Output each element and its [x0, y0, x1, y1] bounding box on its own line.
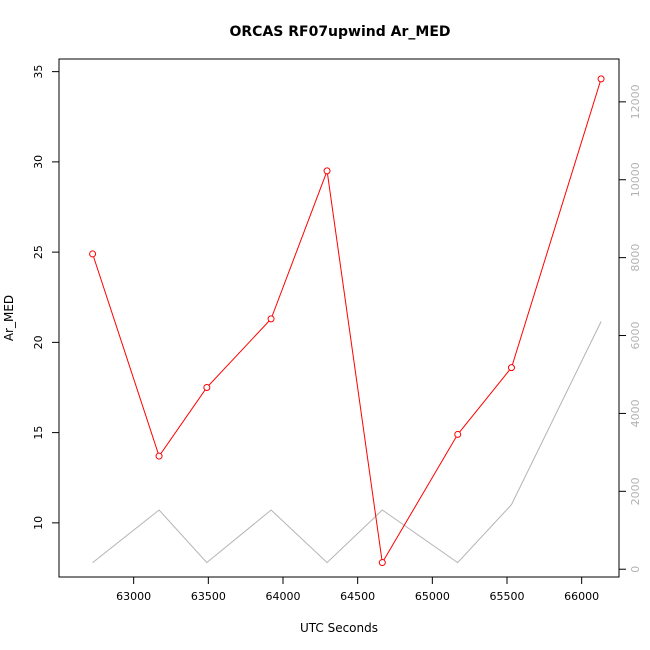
- chart-title: ORCAS RF07upwind Ar_MED: [229, 24, 450, 40]
- data-point: [378, 559, 386, 567]
- x-tick-label: 63500: [191, 590, 226, 603]
- data-point: [454, 430, 462, 438]
- y-tick-label: 25: [32, 245, 45, 259]
- y2-tick-label: 6000: [629, 322, 642, 350]
- x-axis-label: UTC Seconds: [300, 621, 378, 635]
- y-tick-label: 30: [32, 155, 45, 169]
- y2-tick-label: 4000: [629, 399, 642, 427]
- y-tick-label: 15: [32, 426, 45, 440]
- y-tick-label: 20: [32, 335, 45, 349]
- plot-frame: [58, 58, 620, 578]
- y2-axis: 0 2000 4000 6000 8000 10000 12000: [619, 84, 642, 573]
- series-layer: [89, 75, 605, 567]
- y2-tick-label: 0: [629, 566, 642, 573]
- series-line-left: [92, 78, 602, 565]
- y2-tick-label: 10000: [629, 162, 642, 197]
- y-axis: 10 15 20 25 30 35: [32, 65, 59, 530]
- data-point: [507, 364, 515, 372]
- data-point: [597, 75, 605, 83]
- y2-tick-label: 8000: [629, 244, 642, 272]
- y-axis-label: Ar_MED: [2, 295, 16, 341]
- y-tick-label: 35: [32, 65, 45, 79]
- x-tick-label: 63000: [116, 590, 151, 603]
- series-line-right: [92, 321, 602, 564]
- x-tick-label: 66000: [564, 590, 599, 603]
- data-point: [267, 315, 275, 323]
- data-point: [89, 250, 97, 258]
- x-tick-label: 65500: [490, 590, 525, 603]
- y2-tick-label: 2000: [629, 477, 642, 505]
- x-tick-label: 64000: [266, 590, 301, 603]
- x-tick-label: 64500: [340, 590, 375, 603]
- x-axis: 63000 63500 64000 64500 65000 65500 66000: [116, 577, 599, 603]
- y2-tick-label: 12000: [629, 84, 642, 119]
- data-point: [203, 383, 211, 391]
- x-tick-label: 65000: [415, 590, 450, 603]
- data-point: [155, 452, 163, 460]
- data-point: [323, 167, 331, 175]
- y-tick-label: 10: [32, 516, 45, 530]
